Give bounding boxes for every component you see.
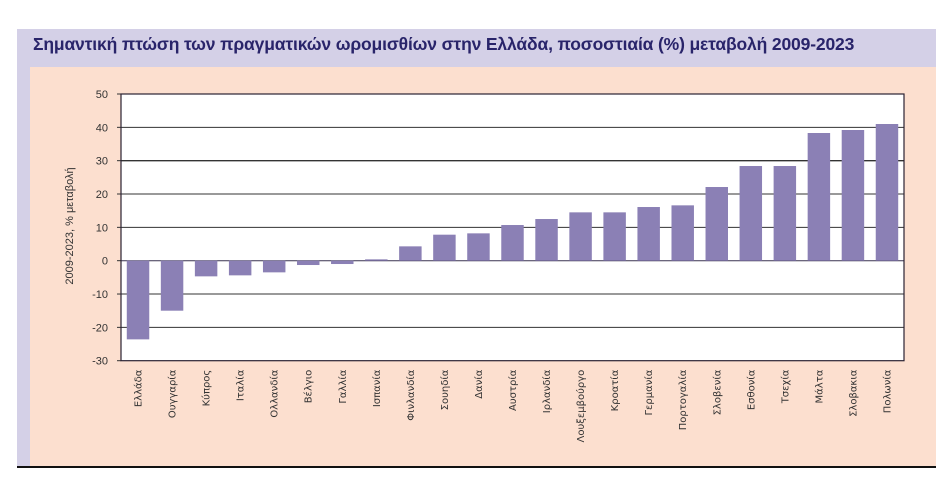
x-tick-label: Ελλάδα: [133, 369, 145, 407]
bar: [399, 246, 422, 261]
x-tick-label: Σλοβακια: [848, 369, 859, 417]
x-tick-label: Εσθονία: [745, 369, 757, 410]
y-ticks: 50 40 30 20 10 0 -10 -20 -30: [92, 89, 121, 368]
x-tick-label: Ιρλανδία: [541, 369, 553, 413]
bar: [126, 260, 150, 340]
y-tick-label: -20: [92, 322, 108, 334]
bar: [467, 233, 490, 261]
bar: [535, 219, 558, 261]
y-tick-label: 50: [96, 89, 108, 101]
x-tick-label: Κύπρος: [201, 370, 213, 407]
x-tick-label: Γερμανία: [643, 369, 655, 415]
y-tick-label: 30: [96, 156, 108, 168]
x-tick-label: Λουξεμβούργο: [575, 370, 587, 443]
y-tick-label: 40: [96, 122, 108, 134]
x-tick-label: Γαλλία: [337, 369, 349, 403]
chart-title: Σημαντική πτώση των πραγματικών ωρομισθί…: [33, 34, 855, 54]
x-tick-label: Ιταλία: [235, 369, 247, 401]
x-tick-label: Αυστρία: [507, 369, 519, 411]
x-tick-labels: Ελλάδα Ουγγαρία Κύπρος Ιταλία Ολλανδία Βέλγιο…: [133, 369, 894, 442]
bar: [228, 260, 252, 276]
bar: [671, 205, 694, 261]
bar: [194, 260, 218, 277]
bar: [875, 124, 899, 261]
x-tick-label: Βέλγιο: [303, 370, 315, 404]
bar: [637, 207, 660, 261]
x-tick-label: Πολωνία: [881, 369, 893, 413]
x-tick-label: Σουηδία: [439, 369, 451, 410]
gridlines: [121, 126, 904, 328]
bar: [297, 260, 320, 266]
bar: [603, 212, 626, 261]
bars: [126, 124, 899, 340]
bar: [569, 212, 592, 261]
x-tick-label: Ισπανία: [371, 369, 383, 407]
y-tick-label: -30: [92, 356, 108, 368]
x-tick-label: Φινλανδία: [405, 369, 417, 420]
x-tick-label: Δανία: [473, 369, 485, 398]
bar: [262, 260, 286, 273]
bar: [841, 130, 865, 261]
y-tick-label: 20: [96, 189, 108, 201]
y-tick-label: 10: [96, 222, 108, 234]
bar: [160, 260, 184, 311]
x-tick-label: Μάλτα: [813, 369, 825, 403]
bar: [365, 259, 388, 261]
x-tick-label: Τσεχία: [779, 369, 791, 404]
bar: [501, 225, 524, 261]
bar: [331, 260, 354, 265]
y-axis-label: 2009-2023, % μεταβολή: [64, 167, 76, 284]
x-tick-label: Πορτογαλία: [677, 369, 689, 430]
x-tick-label: Ουγγαρία: [167, 369, 179, 418]
y-tick-label: -10: [92, 289, 108, 301]
bar: [807, 133, 831, 261]
plot-border: [120, 93, 905, 362]
bar: [433, 234, 456, 261]
bar: [705, 187, 728, 261]
bar: [773, 166, 797, 261]
x-tick-label: Ολλανδία: [269, 369, 281, 417]
bar: [739, 166, 763, 261]
x-tick-label: Σλοβενία: [711, 369, 723, 415]
x-tick-label: Κροατία: [609, 369, 621, 411]
bottom-divider: [17, 466, 936, 468]
y-tick-label: 0: [102, 256, 108, 268]
